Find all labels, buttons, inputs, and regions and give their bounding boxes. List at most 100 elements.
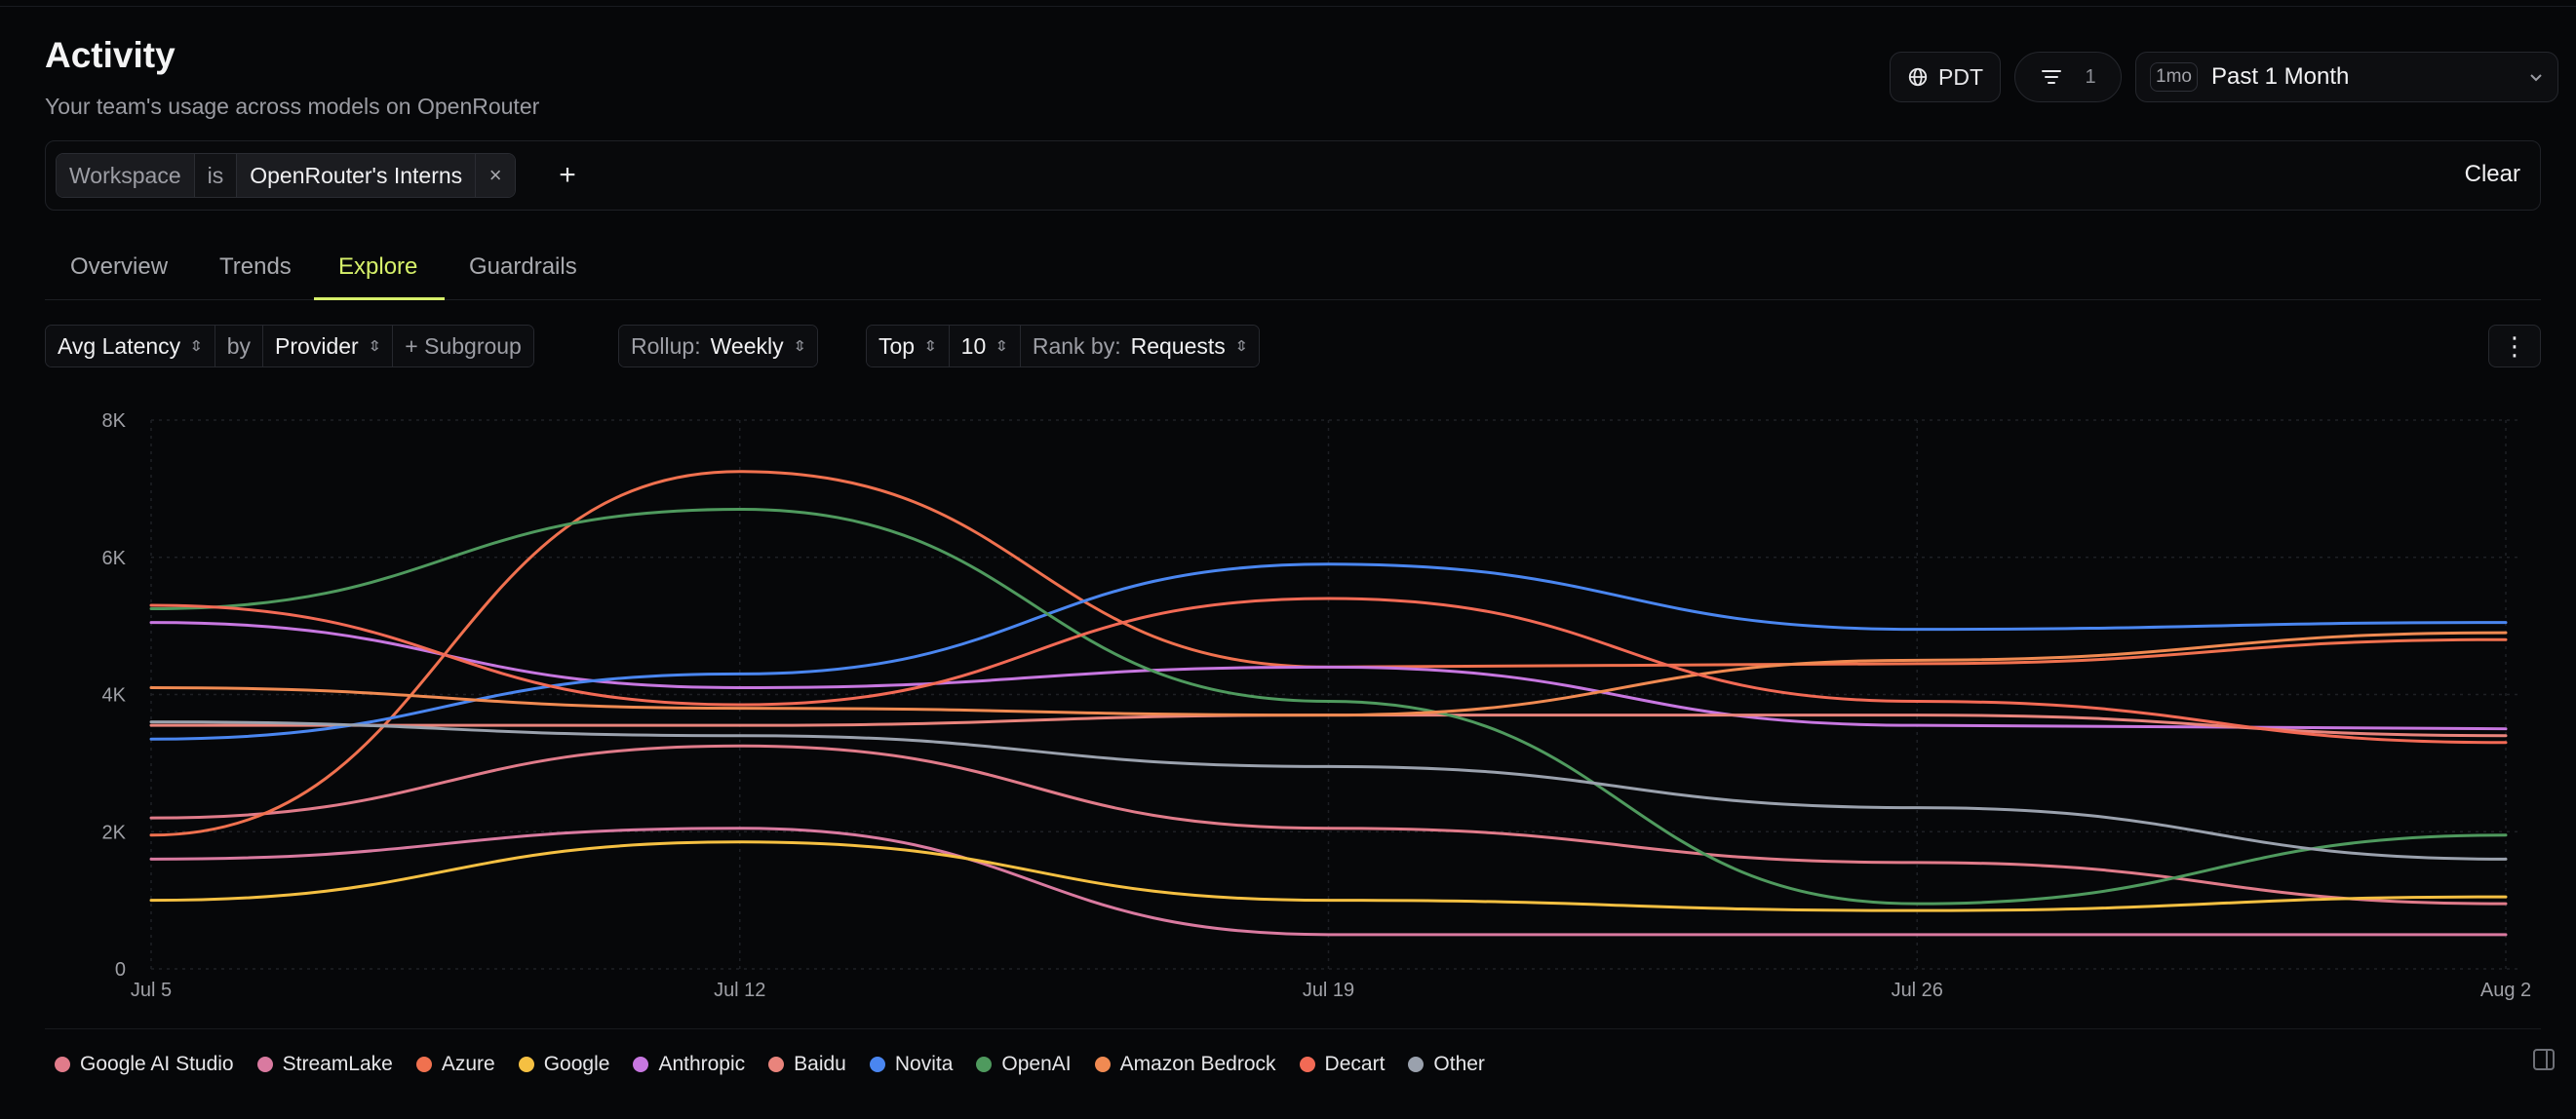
timezone-label: PDT [1938, 63, 1983, 90]
series-line-azure[interactable] [149, 470, 2508, 837]
y-tick-label: 4K [102, 685, 127, 707]
legend-item-amazon-bedrock[interactable]: Amazon Bedrock [1094, 1053, 1276, 1076]
legend-item-anthropic[interactable]: Anthropic [633, 1053, 745, 1076]
legend-swatch [55, 1057, 70, 1072]
filter-button[interactable]: 1 [2014, 52, 2122, 102]
series-line-other[interactable] [149, 720, 2508, 861]
top-n-group: Top ⇕ 10 ⇕ Rank by: Requests ⇕ [866, 325, 1261, 367]
x-tick-label: Jul 26 [1892, 980, 1943, 1001]
series-line-decart[interactable] [149, 597, 2508, 745]
filter-operator[interactable]: is [194, 154, 238, 197]
legend-label: Baidu [794, 1053, 846, 1075]
series-line-google[interactable] [149, 840, 2508, 912]
legend-label: StreamLake [282, 1053, 393, 1075]
top-count: 10 [960, 332, 987, 359]
legend-swatch [518, 1057, 534, 1072]
range-label: Past 1 Month [2210, 63, 2350, 90]
legend-label: Google [543, 1053, 610, 1075]
chevron-down-icon [2530, 74, 2542, 82]
legend-item-decart[interactable]: Decart [1299, 1053, 1385, 1076]
group-by-select[interactable]: Provider ⇕ [263, 326, 394, 367]
series-line-google-ai-studio[interactable] [149, 744, 2508, 906]
timezone-button[interactable]: PDT [1890, 52, 2001, 102]
chart-legend: Google AI Studio StreamLake Azure Google Ant… [55, 1053, 1485, 1076]
legend-item-azure[interactable]: Azure [415, 1053, 495, 1076]
y-tick-label: 2K [102, 822, 127, 843]
y-tick-label: 8K [102, 410, 127, 432]
filter-value[interactable]: OpenRouter's Interns [237, 154, 477, 197]
top-divider [0, 6, 2576, 7]
more-vertical-icon[interactable]: ⋮ [2488, 325, 2541, 367]
top-select[interactable]: Top ⇕ [867, 326, 950, 367]
series-line-openai[interactable] [149, 507, 2508, 906]
explore-toolbar: Avg Latency ⇕ by Provider ⇕ + Subgroup R… [45, 325, 2541, 367]
metric-select[interactable]: Avg Latency ⇕ [46, 326, 215, 367]
group-by-label: Provider [275, 332, 359, 359]
rank-by-label: Rank by: [1032, 332, 1121, 359]
add-subgroup-button[interactable]: + Subgroup [393, 326, 533, 367]
metric-group: Avg Latency ⇕ by Provider ⇕ + Subgroup [45, 325, 534, 367]
filter-field[interactable]: Workspace [57, 154, 195, 197]
legend-label: Anthropic [658, 1053, 746, 1075]
rollup-select[interactable]: Rollup: Weekly ⇕ [619, 326, 818, 367]
legend-swatch [1094, 1057, 1111, 1072]
legend-label: Novita [894, 1053, 954, 1075]
sidebar-panel-icon[interactable] [2533, 1049, 2555, 1070]
globe-icon [1908, 67, 1928, 87]
metric-label: Avg Latency [58, 332, 181, 359]
legend-item-other[interactable]: Other [1408, 1053, 1485, 1076]
filter-bar: Workspace is OpenRouter's Interns × + Cl… [45, 140, 2541, 211]
rank-by-select[interactable]: Rank by: Requests ⇕ [1020, 326, 1260, 367]
tab-explore[interactable]: Explore [338, 253, 418, 280]
page-subtitle: Your team's usage across models on OpenR… [45, 94, 540, 119]
legend-swatch [976, 1057, 993, 1072]
clear-filters-button[interactable]: Clear [2464, 161, 2520, 187]
add-filter-button[interactable]: + [559, 159, 576, 191]
chevron-updown-icon: ⇕ [922, 337, 938, 355]
range-badge: 1mo [2150, 62, 2198, 92]
legend-item-baidu[interactable]: Baidu [768, 1053, 846, 1076]
rank-by-value: Requests [1130, 332, 1226, 359]
header-controls: PDT 1 1mo Past 1 Month [1890, 52, 2558, 102]
series-line-anthropic[interactable] [149, 621, 2508, 731]
legend-label: Google AI Studio [80, 1053, 234, 1075]
chevron-updown-icon: ⇕ [995, 337, 1010, 355]
legend-label: Azure [441, 1053, 495, 1075]
active-tab-indicator [314, 297, 445, 300]
latency-chart: 0 2K 4K 6K 8K Jul 5 Jul 12 Jul 19 Jul 26 Aug 2 [0, 390, 2576, 1014]
legend-label: Amazon Bedrock [1119, 1053, 1276, 1075]
x-tick-label: Jul 19 [1303, 980, 1354, 1001]
page-title: Activity [45, 35, 176, 75]
legend-item-google-ai-studio[interactable]: Google AI Studio [55, 1053, 234, 1076]
filter-count: 1 [2085, 65, 2096, 88]
legend-label: Other [1433, 1053, 1485, 1075]
legend-item-google[interactable]: Google [518, 1053, 610, 1076]
legend-swatch [633, 1057, 649, 1072]
legend-item-streamlake[interactable]: StreamLake [256, 1053, 393, 1076]
y-tick-label: 6K [102, 548, 127, 569]
legend-swatch [1299, 1057, 1315, 1072]
chevron-updown-icon: ⇕ [792, 337, 807, 355]
close-icon[interactable]: × [476, 154, 516, 197]
series-line-novita[interactable] [149, 562, 2508, 741]
legend-swatch [415, 1057, 432, 1072]
tab-overview[interactable]: Overview [70, 253, 169, 280]
tab-guardrails[interactable]: Guardrails [469, 253, 577, 280]
chart-svg: 0 2K 4K 6K 8K Jul 5 Jul 12 Jul 19 Jul 26 Aug 2 [102, 410, 2532, 1001]
chart-grid [150, 419, 2519, 970]
view-tabs: Overview Trends Explore Guardrails [45, 244, 2541, 300]
tab-trends[interactable]: Trends [219, 253, 292, 280]
date-range-select[interactable]: 1mo Past 1 Month [2135, 52, 2558, 102]
series-line-amazon-bedrock[interactable] [149, 631, 2508, 717]
rollup-value: Weekly [710, 332, 784, 359]
filter-chip[interactable]: Workspace is OpenRouter's Interns × [56, 153, 517, 198]
series-line-streamlake[interactable] [149, 827, 2508, 937]
top-count-stepper[interactable]: 10 ⇕ [949, 326, 1021, 367]
legend-swatch [768, 1057, 785, 1072]
legend-swatch [869, 1057, 885, 1072]
legend-item-novita[interactable]: Novita [869, 1053, 954, 1076]
legend-item-openai[interactable]: OpenAI [976, 1053, 1072, 1076]
filter-lines-icon [2042, 70, 2062, 84]
legend-swatch [256, 1057, 273, 1072]
legend-swatch [1408, 1057, 1425, 1072]
